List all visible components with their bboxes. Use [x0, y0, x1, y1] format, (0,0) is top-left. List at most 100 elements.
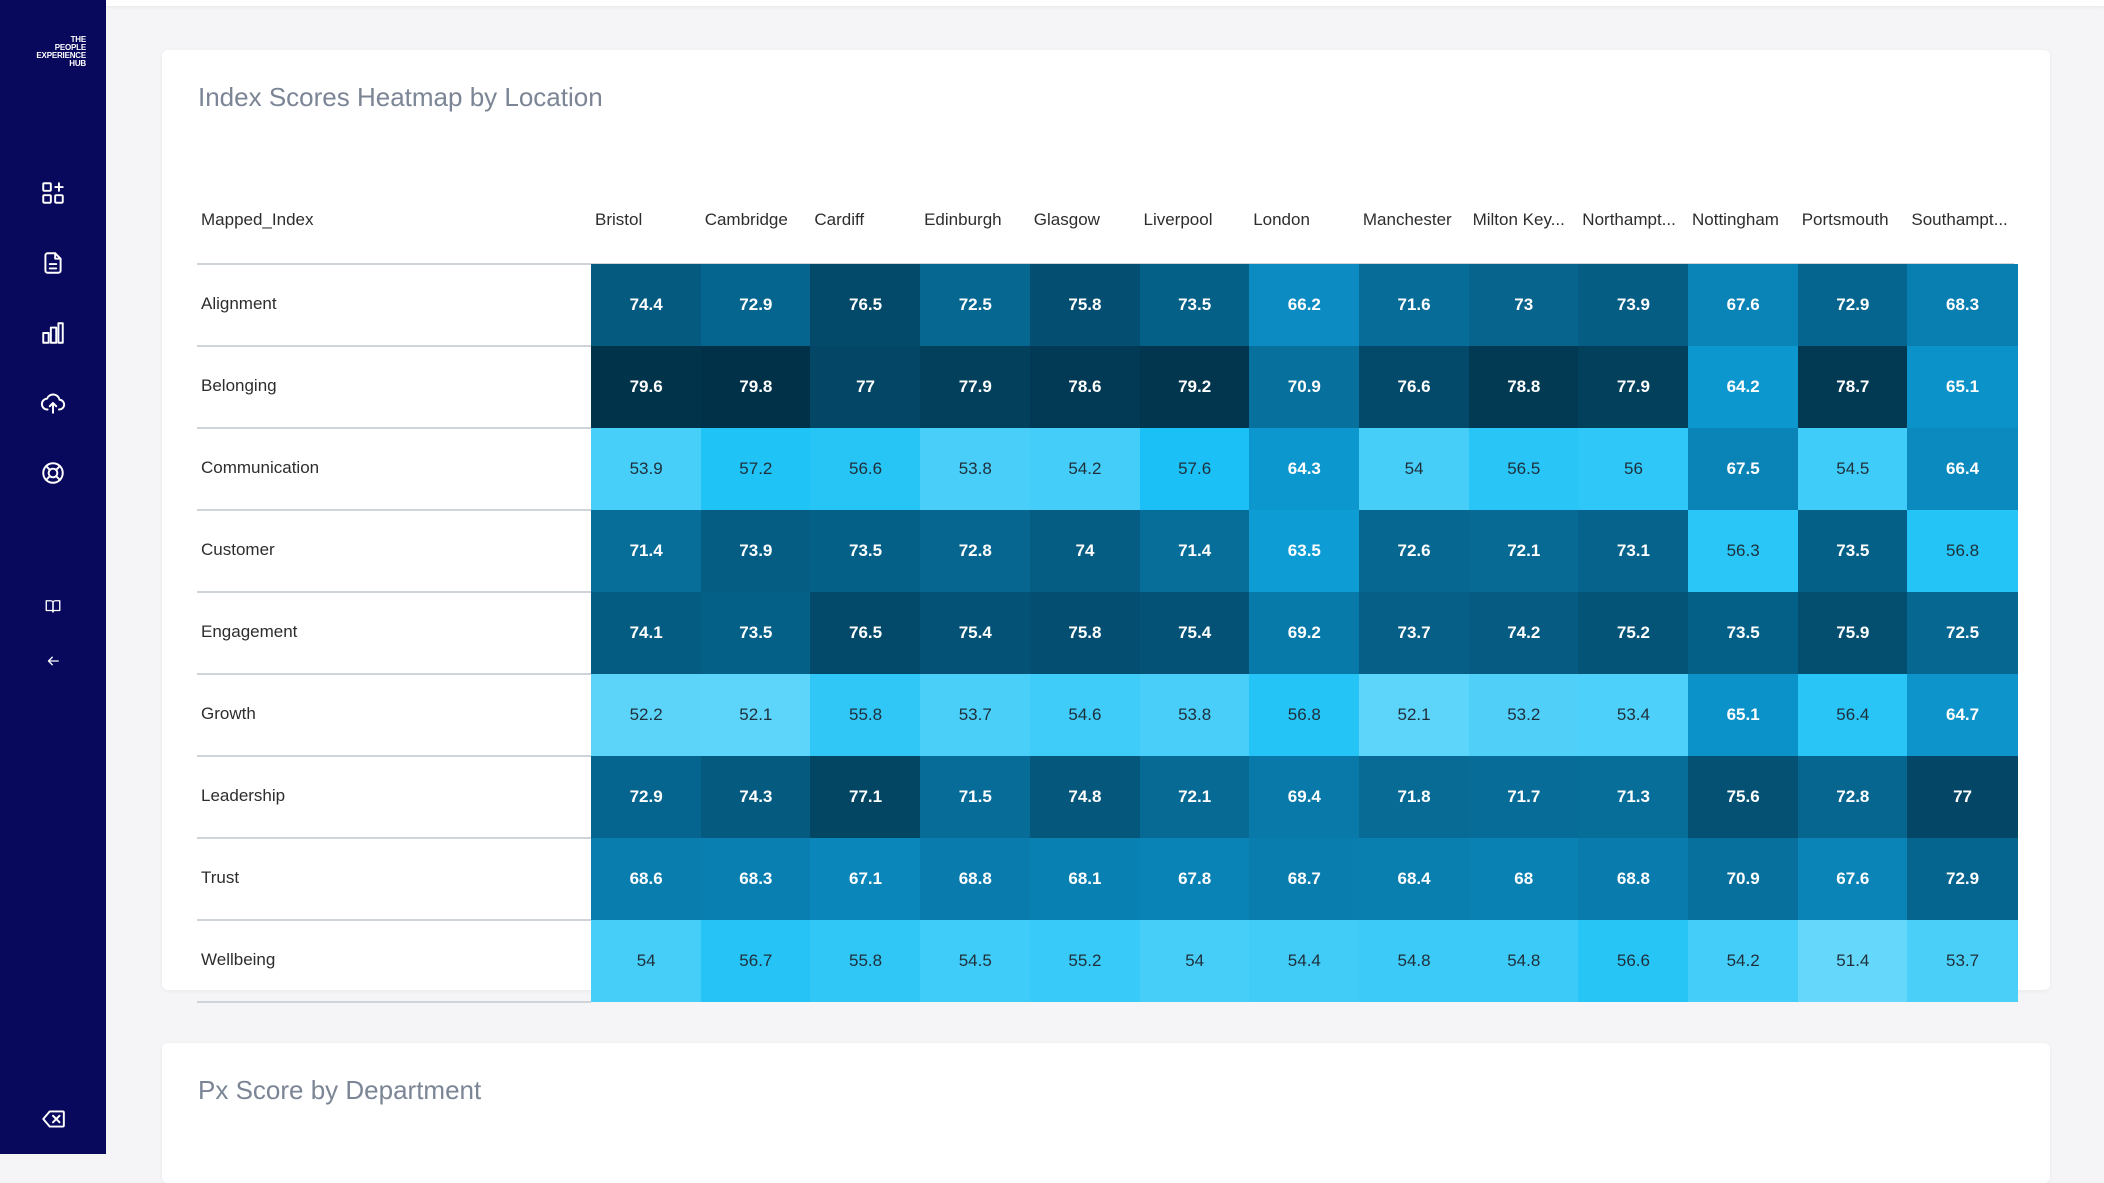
heatmap-cell[interactable]: 73.7	[1358, 592, 1470, 674]
heatmap-cell[interactable]: 67.6	[1688, 264, 1799, 346]
heatmap-cell[interactable]: 75.9	[1797, 592, 1908, 674]
heatmap-cell[interactable]: 78.6	[1029, 346, 1141, 428]
nav-upload[interactable]	[37, 387, 69, 419]
heatmap-cell[interactable]: 79.2	[1139, 346, 1250, 428]
heatmap-cell[interactable]: 73.1	[1578, 510, 1689, 592]
heatmap-cell[interactable]: 54.5	[1797, 428, 1908, 510]
heatmap-cell[interactable]: 74.3	[700, 756, 811, 838]
nav-documents[interactable]	[37, 247, 69, 279]
heatmap-cell[interactable]: 72.9	[700, 264, 811, 346]
heatmap-cell[interactable]: 71.4	[591, 510, 702, 592]
heatmap-cell[interactable]: 63.5	[1249, 510, 1360, 592]
heatmap-cell[interactable]: 77	[810, 346, 921, 428]
heatmap-cell[interactable]: 65.1	[1907, 346, 2018, 428]
heatmap-cell[interactable]: 73.9	[700, 510, 811, 592]
heatmap-cell[interactable]: 56.8	[1907, 510, 2018, 592]
heatmap-cell[interactable]: 56	[1578, 428, 1689, 510]
nav-guide[interactable]	[37, 590, 69, 622]
heatmap-cell[interactable]: 64.7	[1907, 674, 2018, 756]
heatmap-cell[interactable]: 67.5	[1688, 428, 1799, 510]
heatmap-cell[interactable]: 53.9	[591, 428, 702, 510]
heatmap-cell[interactable]: 73.5	[1139, 264, 1250, 346]
heatmap-cell[interactable]: 53.8	[920, 428, 1031, 510]
heatmap-cell[interactable]: 68.1	[1029, 838, 1141, 920]
heatmap-cell[interactable]: 55.8	[810, 920, 921, 1002]
heatmap-cell[interactable]: 54.2	[1029, 428, 1141, 510]
heatmap-cell[interactable]: 53.8	[1139, 674, 1250, 756]
heatmap-cell[interactable]: 56.7	[700, 920, 811, 1002]
nav-reports[interactable]	[37, 317, 69, 349]
heatmap-cell[interactable]: 69.4	[1249, 756, 1360, 838]
heatmap-cell[interactable]: 72.8	[920, 510, 1031, 592]
heatmap-cell[interactable]: 68	[1468, 838, 1579, 920]
heatmap-cell[interactable]: 72.6	[1358, 510, 1470, 592]
heatmap-cell[interactable]: 72.1	[1468, 510, 1579, 592]
heatmap-cell[interactable]: 73.5	[1797, 510, 1908, 592]
heatmap-cell[interactable]: 52.1	[700, 674, 811, 756]
heatmap-cell[interactable]: 56.8	[1249, 674, 1360, 756]
collapse-sidebar-button[interactable]	[37, 645, 69, 677]
heatmap-cell[interactable]: 56.6	[810, 428, 921, 510]
heatmap-cell[interactable]: 53.4	[1578, 674, 1689, 756]
heatmap-cell[interactable]: 67.6	[1797, 838, 1908, 920]
heatmap-cell[interactable]: 77.1	[810, 756, 921, 838]
heatmap-cell[interactable]: 52.1	[1358, 674, 1470, 756]
heatmap-cell[interactable]: 73.5	[700, 592, 811, 674]
heatmap-cell[interactable]: 73.5	[1688, 592, 1799, 674]
heatmap-cell[interactable]: 54.5	[920, 920, 1031, 1002]
heatmap-cell[interactable]: 77.9	[1578, 346, 1689, 428]
heatmap-cell[interactable]: 73.5	[810, 510, 921, 592]
heatmap-cell[interactable]: 56.3	[1688, 510, 1799, 592]
heatmap-cell[interactable]: 64.2	[1688, 346, 1799, 428]
heatmap-cell[interactable]: 76.5	[810, 264, 921, 346]
heatmap-cell[interactable]: 55.8	[810, 674, 921, 756]
heatmap-cell[interactable]: 75.4	[1139, 592, 1250, 674]
heatmap-cell[interactable]: 72.8	[1797, 756, 1908, 838]
heatmap-cell[interactable]: 74.4	[591, 264, 702, 346]
nav-support[interactable]	[37, 457, 69, 489]
heatmap-cell[interactable]: 68.6	[591, 838, 702, 920]
heatmap-cell[interactable]: 54	[1139, 920, 1250, 1002]
heatmap-cell[interactable]: 72.1	[1139, 756, 1250, 838]
heatmap-cell[interactable]: 68.4	[1358, 838, 1470, 920]
heatmap-cell[interactable]: 71.8	[1358, 756, 1470, 838]
heatmap-cell[interactable]: 54.8	[1468, 920, 1579, 1002]
heatmap-cell[interactable]: 72.9	[591, 756, 702, 838]
heatmap-cell[interactable]: 77.9	[920, 346, 1031, 428]
heatmap-cell[interactable]: 70.9	[1688, 838, 1799, 920]
heatmap-cell[interactable]: 53.2	[1468, 674, 1579, 756]
heatmap-cell[interactable]: 74	[1029, 510, 1141, 592]
heatmap-cell[interactable]: 68.8	[920, 838, 1031, 920]
heatmap-cell[interactable]: 79.8	[700, 346, 811, 428]
heatmap-cell[interactable]: 74.2	[1468, 592, 1579, 674]
heatmap-cell[interactable]: 53.7	[920, 674, 1031, 756]
heatmap-cell[interactable]: 66.4	[1907, 428, 2018, 510]
heatmap-cell[interactable]: 76.6	[1358, 346, 1470, 428]
heatmap-cell[interactable]: 56.4	[1797, 674, 1908, 756]
heatmap-cell[interactable]: 66.2	[1249, 264, 1360, 346]
heatmap-cell[interactable]: 75.4	[920, 592, 1031, 674]
heatmap-cell[interactable]: 68.3	[1907, 264, 2018, 346]
heatmap-cell[interactable]: 71.4	[1139, 510, 1250, 592]
heatmap-cell[interactable]: 75.8	[1029, 264, 1141, 346]
heatmap-cell[interactable]: 72.5	[920, 264, 1031, 346]
heatmap-cell[interactable]: 57.6	[1139, 428, 1250, 510]
app-logo[interactable]: THE PEOPLE EXPERIENCE HUB	[22, 36, 86, 68]
heatmap-cell[interactable]: 67.1	[810, 838, 921, 920]
heatmap-cell[interactable]: 65.1	[1688, 674, 1799, 756]
heatmap-cell[interactable]: 54.4	[1249, 920, 1360, 1002]
heatmap-cell[interactable]: 54.6	[1029, 674, 1141, 756]
heatmap-cell[interactable]: 55.2	[1029, 920, 1141, 1002]
heatmap-cell[interactable]: 75.6	[1688, 756, 1799, 838]
heatmap-cell[interactable]: 64.3	[1249, 428, 1360, 510]
heatmap-cell[interactable]: 77	[1907, 756, 2018, 838]
heatmap-cell[interactable]: 74.8	[1029, 756, 1141, 838]
heatmap-cell[interactable]: 71.3	[1578, 756, 1689, 838]
heatmap-cell[interactable]: 54	[1358, 428, 1470, 510]
heatmap-cell[interactable]: 70.9	[1249, 346, 1360, 428]
heatmap-cell[interactable]: 51.4	[1797, 920, 1908, 1002]
heatmap-cell[interactable]: 67.8	[1139, 838, 1250, 920]
heatmap-cell[interactable]: 78.8	[1468, 346, 1579, 428]
heatmap-cell[interactable]: 71.7	[1468, 756, 1579, 838]
heatmap-cell[interactable]: 78.7	[1797, 346, 1908, 428]
